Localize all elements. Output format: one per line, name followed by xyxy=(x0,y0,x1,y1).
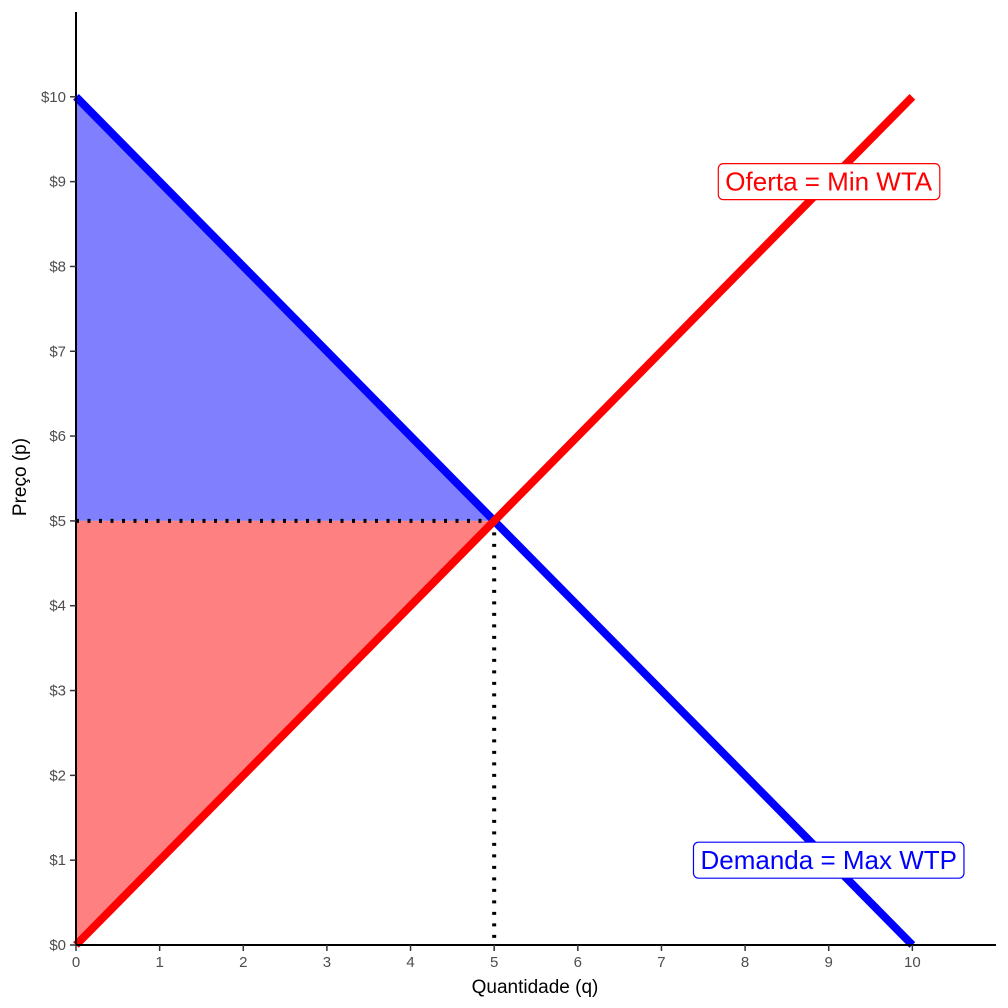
y-tick-label: $1 xyxy=(49,852,66,869)
x-tick-label: 9 xyxy=(825,954,833,971)
supply-curve xyxy=(73,94,916,948)
y-axis-title: Preço (p) xyxy=(10,438,31,516)
x-tick-label: 0 xyxy=(72,954,80,971)
x-axis-title: Quantidade (q) xyxy=(472,977,599,998)
x-tick-label: 4 xyxy=(406,954,414,971)
curve-label-text: Oferta = Min WTA xyxy=(725,167,932,197)
curve-label-1: Demanda = Max WTP xyxy=(692,841,965,879)
y-tick-label: $8 xyxy=(49,258,66,275)
x-tick-label: 10 xyxy=(904,954,921,971)
ticks: 0 1 2 3 4 5 6 7 8 9 10 $0 $1 $2 $3 $4 $5 $6 $7 $8 $9 $10 xyxy=(41,89,921,971)
x-tick-label: 3 xyxy=(323,954,331,971)
y-tick-label: $6 xyxy=(49,428,66,445)
axes xyxy=(75,12,996,946)
x-tick-label: 2 xyxy=(239,954,247,971)
x-tick-label: 5 xyxy=(490,954,498,971)
y-tick-label: $3 xyxy=(49,683,66,700)
y-tick-label: $10 xyxy=(41,89,66,106)
y-tick-label: $2 xyxy=(49,767,66,784)
curve-label-text: Demanda = Max WTP xyxy=(700,845,956,875)
x-tick-label: 8 xyxy=(741,954,749,971)
y-tick-label: $9 xyxy=(49,174,66,191)
x-tick-label: 6 xyxy=(574,954,582,971)
x-tick-label: 1 xyxy=(155,954,163,971)
y-tick-label: $0 xyxy=(49,937,66,954)
x-tick-label: 7 xyxy=(657,954,665,971)
y-tick-label: $7 xyxy=(49,343,66,360)
curve-labels: Oferta = Min WTA Demanda = Max WTP xyxy=(692,163,965,879)
curves xyxy=(73,94,916,948)
y-tick-label: $5 xyxy=(49,513,66,530)
y-tick-label: $4 xyxy=(49,598,66,615)
curve-label-0: Oferta = Min WTA xyxy=(717,163,941,201)
curve-label-box xyxy=(717,163,941,201)
curve-label-box xyxy=(692,841,965,879)
equilibrium-guides xyxy=(76,518,497,945)
